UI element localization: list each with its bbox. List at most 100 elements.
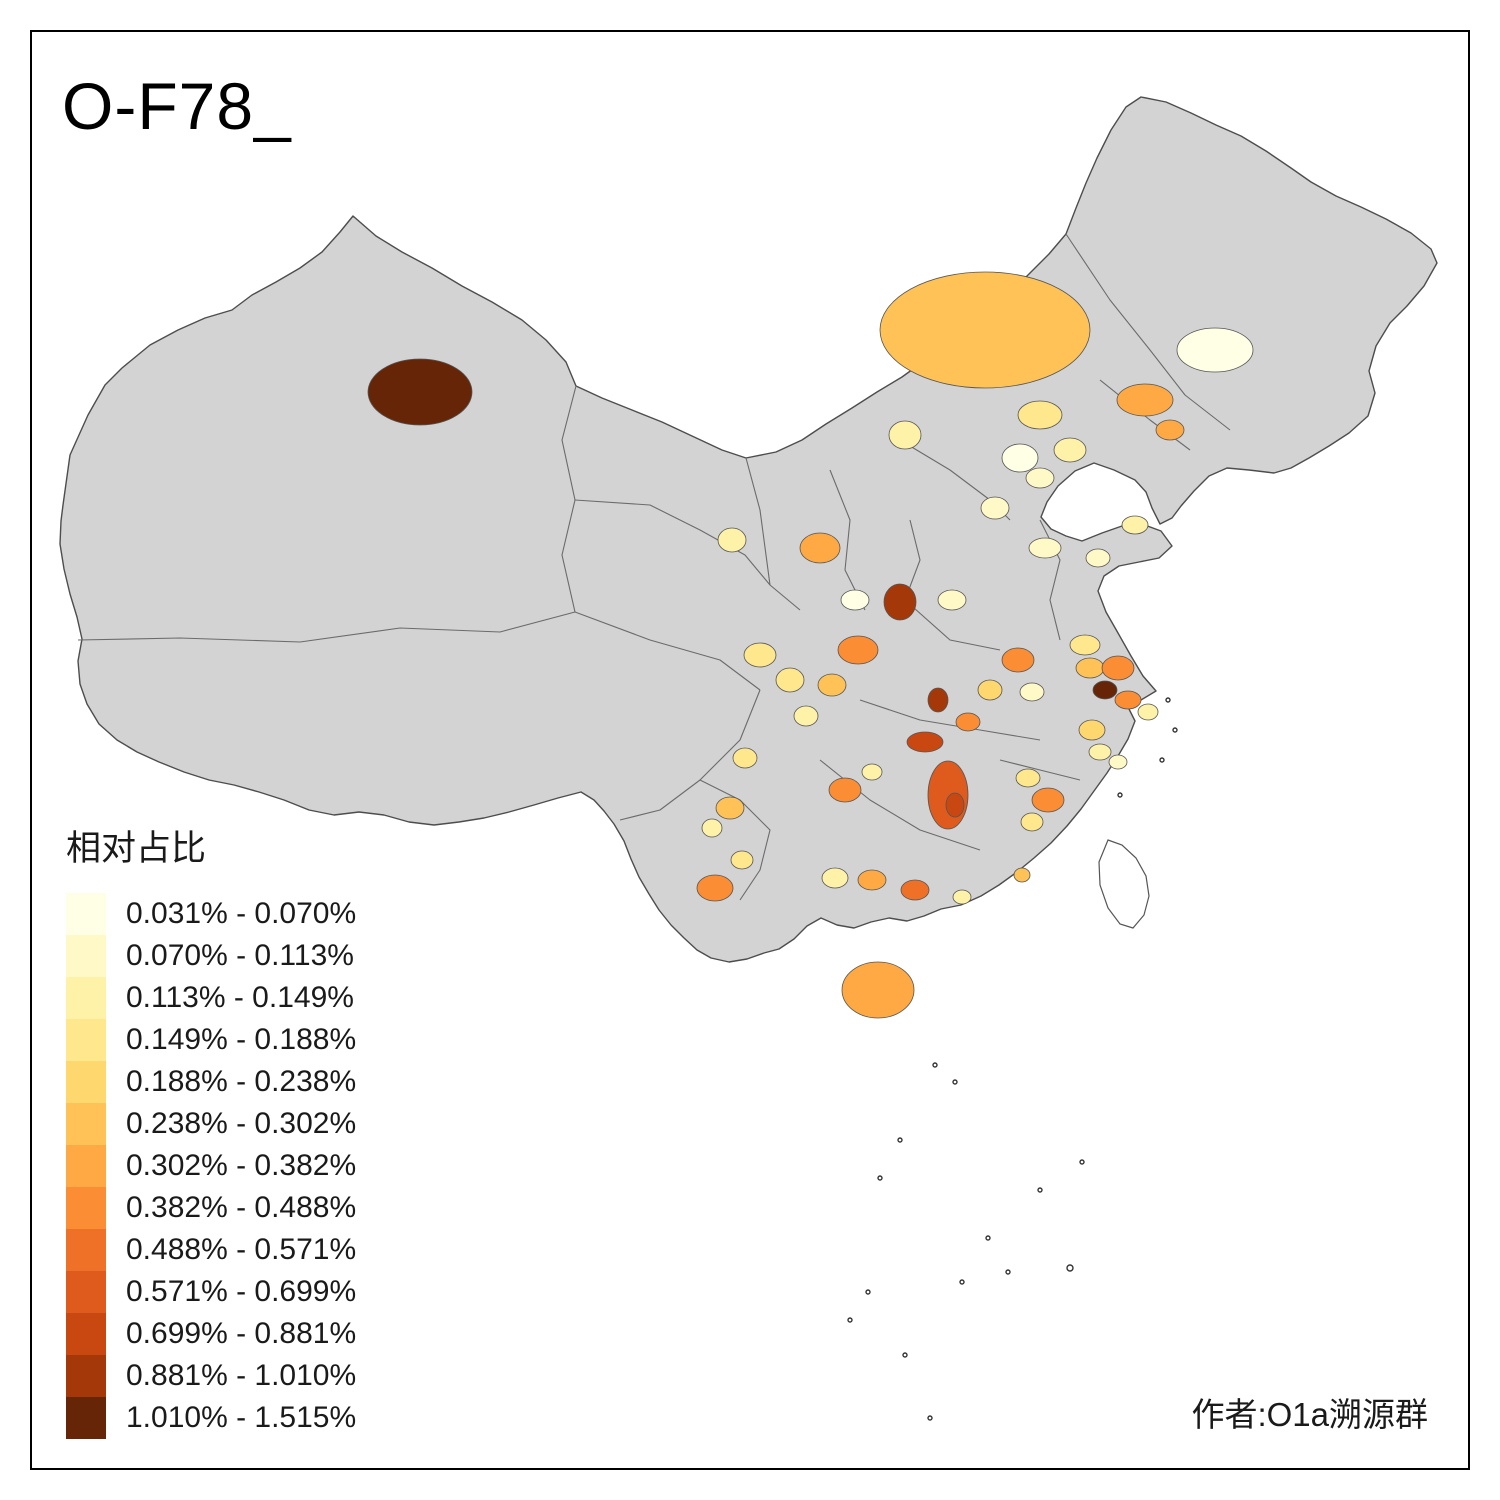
region-patches <box>367 271 1254 1019</box>
region-patch <box>1069 634 1101 656</box>
region-patch <box>927 760 969 830</box>
legend-label: 0.382% - 0.488% <box>126 1191 357 1224</box>
region-patch <box>1092 680 1118 700</box>
legend-item: 0.382% - 0.488% <box>66 1187 356 1229</box>
region-patch <box>828 777 862 803</box>
region-patch <box>1121 515 1149 535</box>
legend-item: 0.881% - 1.010% <box>66 1355 356 1397</box>
region-patch <box>1028 537 1062 559</box>
region-patch <box>1108 754 1128 770</box>
region-patch <box>1075 657 1105 679</box>
region-patch <box>955 712 981 732</box>
region-patch <box>1053 437 1087 463</box>
region-patch <box>1176 327 1254 373</box>
region-patch <box>977 679 1003 701</box>
region-patch <box>861 763 883 781</box>
region-patch <box>1031 787 1065 813</box>
legend-label: 0.188% - 0.238% <box>126 1065 357 1098</box>
region-patch <box>732 747 758 769</box>
legend-label: 0.031% - 0.070% <box>126 897 357 930</box>
region-patch <box>730 850 754 870</box>
legend-item: 0.113% - 0.149% <box>66 977 356 1019</box>
region-patch <box>367 358 473 426</box>
region-patch <box>888 420 922 450</box>
page-title: O-F78_ <box>62 69 292 143</box>
region-patch <box>1017 400 1063 430</box>
legend-item: 0.699% - 0.881% <box>66 1313 356 1355</box>
region-patch <box>1015 768 1041 788</box>
legend-swatch <box>66 1061 106 1103</box>
region-patch <box>743 642 777 668</box>
legend-label: 0.238% - 0.302% <box>126 1107 357 1140</box>
legend-label: 0.070% - 0.113% <box>126 939 354 972</box>
region-patch <box>1116 383 1174 417</box>
region-patch <box>952 889 972 905</box>
region-patch <box>799 532 841 564</box>
legend-swatch <box>66 1145 106 1187</box>
legend-item: 0.149% - 0.188% <box>66 1019 356 1061</box>
legend-swatch <box>66 1355 106 1397</box>
legend-label: 1.010% - 1.515% <box>126 1401 357 1434</box>
legend-swatch <box>66 1397 106 1439</box>
legend-label: 0.302% - 0.382% <box>126 1149 357 1182</box>
legend-swatch <box>66 1271 106 1313</box>
legend-swatch <box>66 1019 106 1061</box>
region-patch <box>1019 682 1045 702</box>
legend-swatch <box>66 935 106 977</box>
sea-islands <box>847 697 1178 1421</box>
region-patch <box>1114 690 1142 710</box>
region-patch <box>1137 703 1159 721</box>
region-patch <box>837 635 879 665</box>
legend-label: 0.571% - 0.699% <box>126 1275 357 1308</box>
legend-swatch <box>66 1313 106 1355</box>
region-patch <box>1020 812 1044 832</box>
legend-swatch <box>66 1187 106 1229</box>
region-patch <box>980 496 1010 520</box>
attribution: 作者:O1a溯源群 <box>1191 1396 1428 1433</box>
region-patch <box>717 527 747 553</box>
region-patch <box>937 589 967 611</box>
region-patch <box>841 961 915 1019</box>
region-patch <box>857 869 887 891</box>
region-patch <box>775 667 805 693</box>
legend-item: 0.302% - 0.382% <box>66 1145 356 1187</box>
legend-item: 1.010% - 1.515% <box>66 1397 356 1439</box>
legend-swatch <box>66 1229 106 1271</box>
taiwan-island <box>1098 839 1150 929</box>
region-patch <box>840 589 870 611</box>
region-patch <box>906 731 944 753</box>
legend-item: 0.488% - 0.571% <box>66 1229 356 1271</box>
region-patch <box>883 583 917 621</box>
legend-item: 0.188% - 0.238% <box>66 1061 356 1103</box>
region-patch <box>715 796 745 820</box>
legend-label: 0.488% - 0.571% <box>126 1233 357 1266</box>
legend-items: 0.031% - 0.070% 0.070% - 0.113% 0.113% -… <box>66 893 356 1439</box>
region-patch <box>696 874 734 902</box>
legend-title: 相对占比 <box>66 829 207 868</box>
legend-item: 0.070% - 0.113% <box>66 935 356 977</box>
region-patch <box>900 879 930 901</box>
region-patch <box>1001 443 1039 473</box>
legend-label: 0.149% - 0.188% <box>126 1023 357 1056</box>
region-patch <box>1025 467 1055 489</box>
legend-label: 0.881% - 1.010% <box>126 1359 357 1392</box>
province-borders <box>77 233 1231 901</box>
region-patch <box>1088 743 1112 761</box>
legend-swatch <box>66 977 106 1019</box>
region-patch <box>821 867 849 889</box>
legend-swatch <box>66 893 106 935</box>
region-patch <box>1013 867 1031 883</box>
region-patch <box>1001 647 1035 673</box>
legend-item: 0.031% - 0.070% <box>66 893 356 935</box>
legend-item: 0.238% - 0.302% <box>66 1103 356 1145</box>
region-patch <box>1078 719 1106 741</box>
region-patch <box>793 705 819 727</box>
region-patch <box>817 673 847 697</box>
region-patch <box>927 687 949 713</box>
legend-label: 0.699% - 0.881% <box>126 1317 357 1350</box>
legend-label: 0.113% - 0.149% <box>126 981 354 1014</box>
region-patch <box>945 792 965 818</box>
legend: 相对占比 0.031% - 0.070% 0.070% - 0.113% 0.1… <box>66 820 356 1439</box>
region-patch <box>701 818 723 838</box>
